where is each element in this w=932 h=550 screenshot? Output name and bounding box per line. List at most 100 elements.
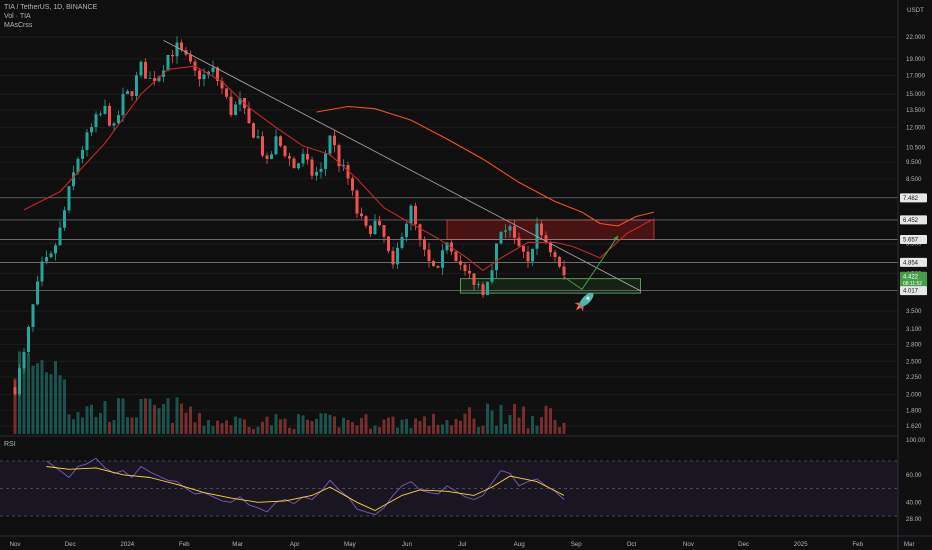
candle-body bbox=[252, 123, 255, 138]
volume-bar bbox=[45, 372, 48, 434]
volume-bar bbox=[144, 398, 147, 434]
price-tick-label: 3.100 bbox=[906, 326, 922, 333]
price-tick-label: 22.000 bbox=[906, 34, 925, 41]
candle-body bbox=[157, 76, 161, 82]
candle-body bbox=[387, 236, 390, 252]
candle-body bbox=[247, 108, 251, 124]
volume-bar bbox=[378, 427, 381, 434]
candle-body bbox=[139, 61, 143, 76]
time-tick-label: Dec bbox=[65, 541, 76, 548]
price-tick-label: 2.000 bbox=[906, 392, 922, 399]
candle-body bbox=[324, 153, 327, 169]
volume-bar bbox=[270, 425, 273, 434]
candle-body bbox=[553, 252, 557, 258]
candle-body bbox=[36, 281, 39, 305]
candle-body bbox=[517, 237, 521, 246]
price-tick-label: 3.500 bbox=[906, 308, 922, 315]
price-tick-label: 12.000 bbox=[906, 124, 925, 131]
volume-bar bbox=[31, 365, 35, 434]
candle-body bbox=[306, 153, 309, 160]
volume-bar bbox=[243, 419, 246, 434]
volume-bar bbox=[90, 404, 93, 434]
time-tick-label: Nov bbox=[9, 541, 21, 548]
price-tick-label: 8.500 bbox=[906, 176, 922, 183]
candle-body bbox=[328, 135, 332, 154]
drawings bbox=[563, 235, 619, 312]
candle-body bbox=[468, 270, 471, 274]
volume-bar bbox=[468, 407, 471, 434]
candle-body bbox=[238, 98, 242, 105]
volume-bar bbox=[396, 427, 399, 434]
candle-body bbox=[22, 352, 26, 369]
candle-body bbox=[76, 158, 80, 173]
volume-bar bbox=[553, 419, 557, 434]
time-tick-label: Feb bbox=[852, 541, 863, 548]
rsi-tick-label: 28.00 bbox=[906, 516, 922, 523]
price-tick-label: 1.800 bbox=[906, 407, 922, 414]
price-tag-label: 5.657 bbox=[903, 238, 919, 244]
volume-bar bbox=[193, 422, 197, 434]
candle-body bbox=[355, 190, 359, 214]
candle-body bbox=[301, 153, 305, 164]
volume-bar bbox=[157, 408, 161, 434]
candle-body bbox=[508, 226, 512, 231]
price-tag-label: 7.482 bbox=[903, 196, 919, 202]
volume-bar bbox=[288, 427, 291, 434]
volume-bar bbox=[216, 420, 219, 434]
volume-bar bbox=[67, 414, 71, 434]
volume-bar bbox=[351, 422, 354, 434]
volume-bar bbox=[369, 428, 372, 434]
volume-bar bbox=[504, 423, 507, 434]
volume-bar bbox=[36, 363, 39, 434]
volume-bar bbox=[499, 404, 503, 434]
rsi-ma-line bbox=[46, 466, 565, 511]
price-tag-label: 4.017 bbox=[903, 289, 919, 295]
price-axis[interactable]: USDT 22.000 19.000 17.000 15.000 13.500 12.000… bbox=[897, 0, 932, 550]
time-tick-label: Feb bbox=[179, 541, 190, 548]
price-level-tag bbox=[900, 193, 927, 203]
price-grid bbox=[0, 36, 932, 437]
volume-bar bbox=[454, 418, 458, 434]
candle-body bbox=[472, 273, 476, 285]
volume-bar bbox=[72, 419, 75, 434]
candle-body bbox=[234, 104, 237, 115]
forecast-path bbox=[563, 235, 619, 290]
volume-bar bbox=[256, 426, 260, 434]
volume-bar bbox=[202, 425, 206, 434]
volume-bar bbox=[522, 406, 525, 434]
rsi-indicator-label[interactable]: RSI bbox=[4, 441, 16, 448]
ma-cross-indicator-label[interactable]: MAsCrss bbox=[4, 22, 33, 29]
volume-bar bbox=[229, 425, 233, 434]
volume-indicator-label[interactable]: Vol · TIA bbox=[4, 13, 31, 20]
candle-body bbox=[454, 251, 458, 262]
time-axis[interactable]: Nov Dec 2024 Feb Mar Apr May Jun Jul Aug Sep Oct Nov… bbox=[0, 535, 932, 548]
price-tick-label: 5.500 bbox=[906, 241, 922, 248]
volume-bar bbox=[472, 418, 476, 434]
volume-bar bbox=[427, 425, 431, 434]
candle-body bbox=[216, 67, 219, 81]
volume-bar bbox=[301, 415, 305, 434]
candle-body bbox=[549, 242, 552, 253]
volume-bar bbox=[450, 425, 453, 434]
volume-bar bbox=[126, 417, 129, 434]
candle-body bbox=[220, 80, 224, 89]
candle-body bbox=[112, 123, 116, 126]
candle-body bbox=[166, 55, 170, 71]
volume-bar bbox=[40, 360, 44, 434]
volume-bar bbox=[409, 428, 413, 434]
candle-body bbox=[292, 158, 296, 169]
candle-body bbox=[171, 55, 174, 57]
price-tag-label: 4.854 bbox=[903, 260, 919, 266]
rsi-panel bbox=[0, 460, 898, 517]
candle-body bbox=[342, 165, 345, 167]
candle-body bbox=[513, 226, 516, 238]
slow-ma-line bbox=[316, 105, 655, 227]
volume-bar bbox=[184, 412, 188, 434]
volume-bar bbox=[337, 427, 341, 434]
candle-body bbox=[67, 186, 71, 211]
volume-bar bbox=[198, 413, 201, 434]
candle-body bbox=[499, 231, 503, 244]
volume-bar bbox=[189, 406, 192, 434]
rocket-window bbox=[586, 296, 590, 300]
